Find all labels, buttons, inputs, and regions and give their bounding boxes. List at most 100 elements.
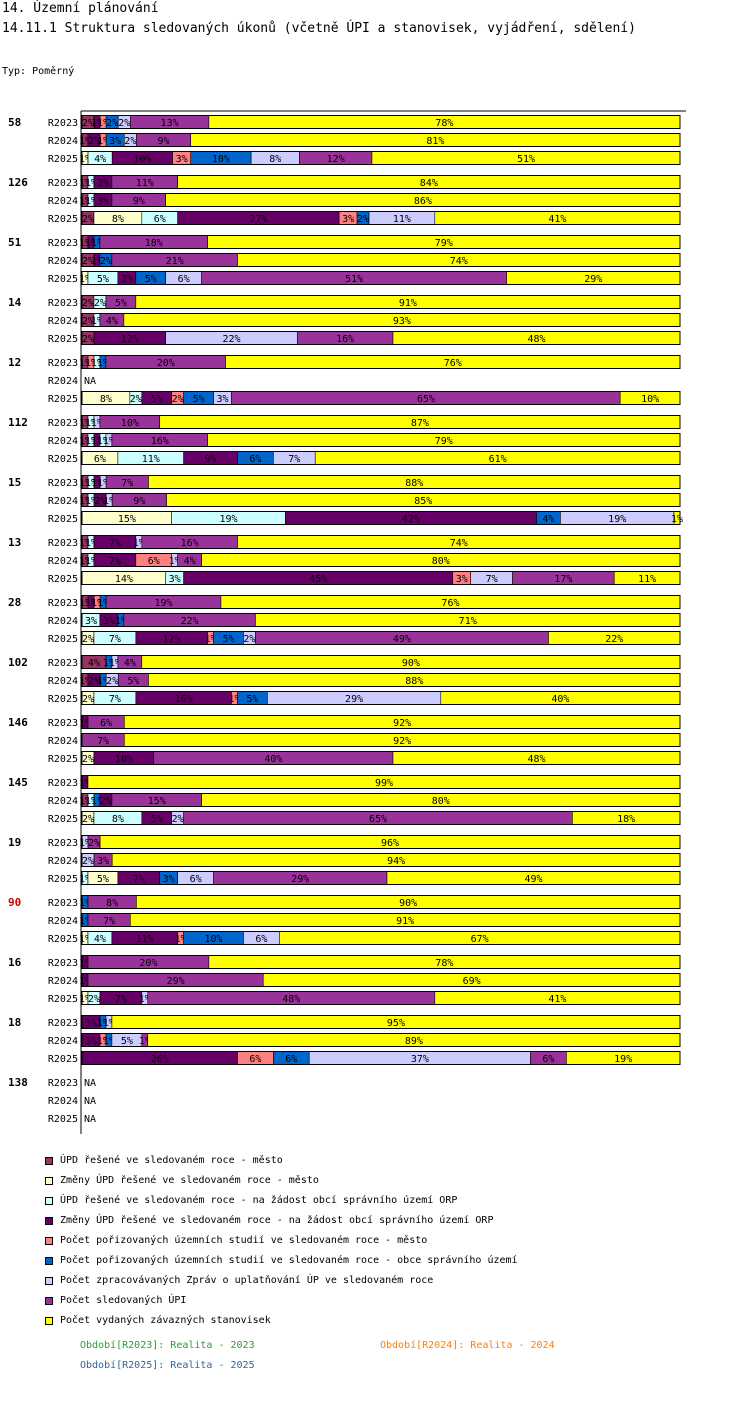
bar-segment-label: 48%	[527, 754, 545, 765]
bar-segment-label: 80%	[432, 796, 450, 807]
bar-segment-label: 3%	[97, 856, 109, 867]
bar-segment-label: 1%	[79, 874, 91, 885]
row-period-label: R2024	[48, 676, 78, 687]
row-period-label: R2024	[48, 556, 78, 567]
bar-segment-label: 1%	[85, 436, 97, 447]
bar-segment-label: 1%	[85, 178, 97, 189]
row-period-label: R2025	[48, 874, 78, 885]
bar-segment-label: 6%	[154, 214, 166, 225]
bar-segment-label: 1%	[79, 796, 91, 807]
bar-segment-label: 2%	[82, 316, 94, 327]
bar-segment-label: 48%	[527, 334, 545, 345]
row-period-label: R2023	[48, 778, 78, 789]
bar-segment-label: 85%	[414, 496, 432, 507]
bar-outline	[81, 433, 681, 447]
legend-label: Změny ÚPD řešené ve sledovaném roce - na…	[60, 1215, 494, 1226]
bar-segment-label: 29%	[167, 976, 185, 987]
bar-segment-label: 3%	[85, 1036, 97, 1047]
bar-segment-label: 2%	[94, 298, 106, 309]
bar-segment-label: 41%	[548, 214, 566, 225]
row-period-label: R2025	[48, 274, 78, 285]
bar-segment-label: 2%	[82, 814, 94, 825]
bar-segment-label: 1%	[169, 556, 181, 567]
bar-segment-label: 78%	[435, 958, 453, 969]
legend-swatch	[45, 1277, 53, 1285]
bar-segment-label: 3%	[456, 574, 468, 585]
row-period-label: R2023	[48, 898, 78, 909]
bar-segment-label: 11%	[393, 214, 411, 225]
bar-segment-label: 27%	[249, 214, 267, 225]
bar-segment-label: 6%	[148, 556, 160, 567]
bar-segment-label: 7%	[115, 994, 127, 1005]
row-period-label: R2024	[48, 256, 78, 267]
bar-segment-label: 11%	[136, 934, 154, 945]
bar-segment-label: 92%	[393, 736, 411, 747]
row-period-label: R2023	[48, 958, 78, 969]
bar-segment-label: 1%	[79, 418, 91, 429]
bar-segment-label: 3%	[163, 874, 175, 885]
bar-segment-label: 3%	[169, 574, 181, 585]
bar-segment-label: 86%	[414, 196, 432, 207]
row-period-label: R2025	[48, 754, 78, 765]
bar-segment-label: 2%	[118, 118, 130, 129]
bar-segment-label: 1%	[79, 496, 91, 507]
bar-segment-label: 22%	[605, 634, 623, 645]
group-label: 16	[8, 956, 22, 969]
bar-outline	[81, 235, 681, 249]
bar-segment-label: 49%	[524, 874, 542, 885]
bar-segment-label: 1%	[85, 796, 97, 807]
bar-segment-label: 12%	[163, 634, 181, 645]
bar-segment-label: 4%	[542, 514, 554, 525]
bar-outline	[81, 211, 681, 225]
bar-segment-label: 7%	[109, 694, 121, 705]
bar-segment-label: 22%	[181, 616, 199, 627]
row-period-label: R2023	[48, 538, 78, 549]
bar-segment-label: 6%	[255, 934, 267, 945]
bar-segment-label: 37%	[411, 1054, 429, 1065]
bar-segment-label: 10%	[641, 394, 659, 405]
legend-label: Počet pořizovaných územních studií ve sl…	[60, 1255, 518, 1266]
na-label: NA	[84, 1114, 96, 1125]
bar-outline	[81, 931, 681, 945]
bar-segment-label: 7%	[109, 538, 121, 549]
legend-label: ÚPD řešené ve sledovaném roce - na žádos…	[60, 1195, 458, 1206]
bar-segment-label: 79%	[435, 436, 453, 447]
group-label: 58	[8, 116, 21, 129]
bar-outline	[81, 295, 681, 309]
bar-segment-label: 6%	[190, 874, 202, 885]
bar-segment-label: 1%	[97, 136, 109, 147]
row-period-label: R2024	[48, 376, 78, 387]
bar-outline	[81, 151, 681, 165]
bar-segment-label: 61%	[489, 454, 507, 465]
bar-segment-label: 94%	[387, 856, 405, 867]
group-label: 14	[8, 296, 22, 309]
bar-outline	[81, 955, 681, 969]
bar-segment-label: 1%	[79, 994, 91, 1005]
bar-segment-label: 1%	[79, 196, 91, 207]
bar-segment-label: 1%	[91, 238, 103, 249]
bar-segment-label: 2%	[82, 214, 94, 225]
bar-segment-label: 10%	[212, 154, 230, 165]
bar-segment-label: 1%	[79, 778, 91, 789]
group-label: 19	[8, 836, 21, 849]
bar-outline	[81, 595, 681, 609]
legend-swatch	[45, 1257, 53, 1265]
bar-outline	[81, 751, 681, 765]
bar-outline	[81, 175, 681, 189]
bar-segment-label: 79%	[435, 238, 453, 249]
row-period-label: R2025	[48, 394, 78, 405]
bar-segment-label: 9%	[133, 496, 145, 507]
bar-segment-label: 2%	[100, 256, 112, 267]
row-period-label: R2023	[48, 178, 78, 189]
bar-segment-label: 2%	[88, 994, 100, 1005]
bar-segment-label: 1%	[85, 238, 97, 249]
bar-segment-label: 1%	[97, 436, 109, 447]
group-label: 18	[8, 1016, 21, 1029]
bar-segment-label: 1%	[91, 316, 103, 327]
group-label: 28	[8, 596, 21, 609]
group-label: 112	[8, 416, 28, 429]
row-period-label: R2023	[48, 298, 78, 309]
bar-segment-label: 1%	[97, 1036, 109, 1047]
legend-label: Změny ÚPD řešené ve sledovaném roce - mě…	[60, 1175, 319, 1186]
bar-segment-label: 88%	[405, 676, 423, 687]
